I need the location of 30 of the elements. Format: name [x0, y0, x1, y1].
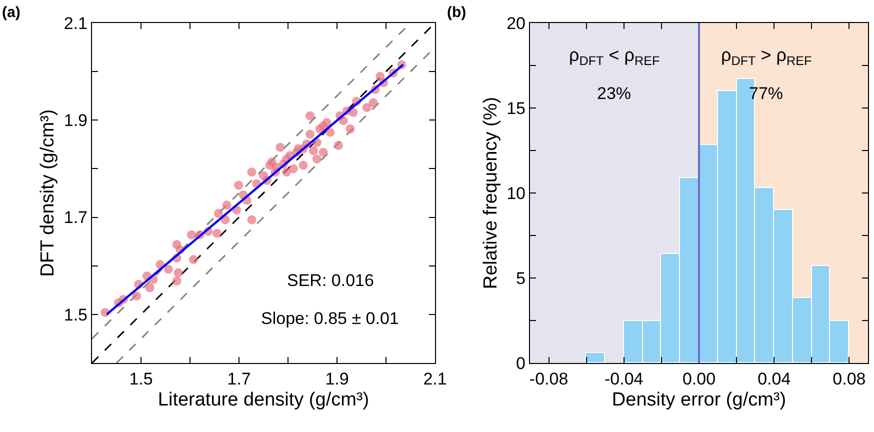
x-tick-label: 0.00 [682, 370, 716, 388]
x-axis-title: Literature density (g/cm³) [158, 389, 370, 410]
x-tick-label: 1.5 [129, 370, 153, 388]
annotation: 77% [749, 84, 784, 103]
y-axis-title: Relative frequency (%) [480, 96, 502, 290]
annotation: ρ$_{DFT}$ > ρ$_{REF}$ [721, 45, 812, 68]
x-tick-label: -0.04 [604, 370, 644, 388]
annotation: Slope: 0.85 ± 0.01 [261, 309, 399, 328]
y-tick-label: 1.5 [64, 305, 88, 324]
y-tick-label: 1.9 [64, 111, 88, 130]
x-tick-label: 1.7 [227, 370, 251, 388]
y-tick-label: 1.7 [64, 208, 88, 228]
y-tick-label: 5 [516, 268, 526, 288]
annotation: SER: 0.016 [287, 271, 374, 290]
y-tick-label: 2.1 [64, 14, 88, 33]
x-tick-label: 0.08 [832, 370, 866, 388]
y-axis-title: DFT density (g/cm³) [38, 109, 59, 277]
text: (b) [447, 4, 466, 21]
x-tick-label: -0.08 [529, 370, 568, 388]
annotation: 23% [597, 84, 632, 103]
text: (a) [2, 4, 20, 21]
x-tick-label: 1.9 [325, 370, 349, 388]
x-tick-label: 0.04 [758, 370, 791, 388]
x-tick-label: 2.1 [423, 370, 447, 388]
y-tick-label: 20 [506, 14, 526, 33]
x-axis-title: Density error (g/cm³) [612, 389, 786, 410]
annotation: ρ$_{DFT}$ < ρ$_{REF}$ [569, 45, 660, 68]
y-tick-label: 0 [516, 354, 526, 373]
y-tick-label: 15 [506, 98, 526, 118]
y-tick-label: 10 [506, 184, 526, 203]
